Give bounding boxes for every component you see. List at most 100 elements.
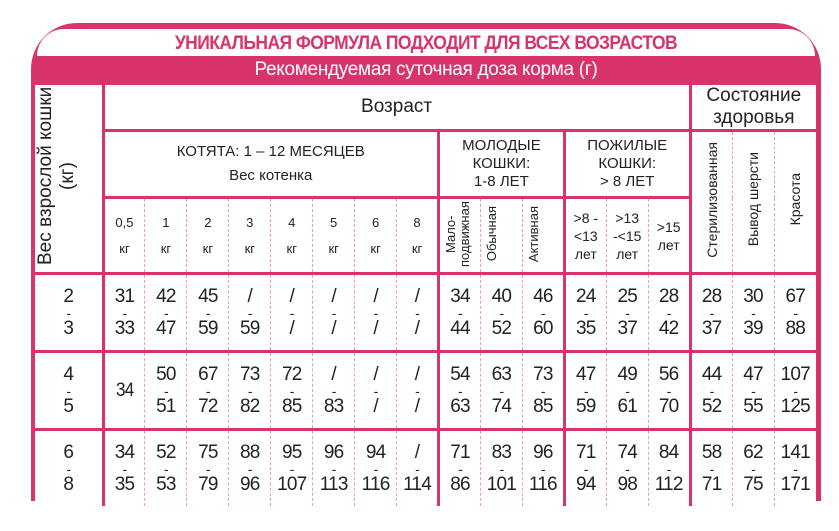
dose-min: / [414, 441, 420, 463]
dose-min: 47 [743, 363, 763, 385]
range-dash: - [751, 304, 756, 321]
dose-max: 85 [533, 395, 553, 417]
dose-cell: 72-85 [270, 351, 314, 431]
senior-header-line1: ПОЖИЛЫЕ [587, 137, 668, 154]
kittens-header-line2: Вес котенка [229, 167, 313, 184]
senior-header-line2: КОШКИ: [598, 155, 657, 172]
adult-weight-cell: 2-3 [35, 273, 104, 353]
range-dash: - [373, 304, 379, 321]
range-dash: - [289, 304, 295, 321]
dose-max: 116 [528, 473, 558, 495]
kitten-weight-value: 0,5 [115, 214, 134, 230]
range-dash: - [709, 460, 715, 477]
kitten-weight-value: 8 [413, 214, 421, 230]
range-dash: - [540, 304, 546, 321]
dose-cell: 45-59 [186, 273, 230, 353]
dose-min: 71 [450, 441, 470, 463]
dose-max: 74 [491, 395, 512, 417]
range-dash: - [205, 460, 211, 477]
dose-cell: 67-72 [186, 351, 230, 431]
range-dash: - [458, 382, 463, 399]
range-dash: - [247, 304, 253, 321]
dose-cell: / -83 [312, 351, 356, 431]
dose-min: 25 [617, 285, 637, 307]
table-subtitle: Рекомендуемая суточная доза корма (г) [254, 59, 598, 80]
dose-cell: 94-116 [354, 429, 398, 506]
dose-max: 101 [486, 473, 517, 495]
dose-min: / [373, 285, 378, 307]
dose-min: 28 [701, 285, 722, 307]
dose-max: 116 [361, 473, 391, 495]
dose-max: 59 [240, 317, 260, 339]
range-dash: - [122, 460, 128, 477]
dose-max: 39 [743, 317, 763, 339]
kitten-weight-col: 4 кг [270, 197, 314, 275]
health-header-label: Состояние здоровья [706, 85, 802, 128]
kitten-weight-unit: кг [160, 240, 172, 256]
senior-age-col: >15 лет [647, 197, 691, 275]
kitten-weight-unit: кг [328, 240, 339, 256]
dose-min: 84 [658, 441, 679, 463]
kitten-weight-value: 4 [288, 214, 296, 230]
dose-min: 72 [281, 363, 302, 385]
dose-cell: 71-86 [437, 429, 481, 506]
kitten-weight-value: 1 [162, 214, 170, 230]
young-activity-label: Активная [525, 205, 541, 263]
dose-min: 94 [365, 441, 386, 463]
dose-cell: 75-79 [186, 429, 230, 506]
dose-value: 34 [115, 379, 134, 401]
dose-cell: 25-37 [605, 273, 649, 353]
range-dash: - [499, 382, 504, 399]
dose-min: / [331, 363, 336, 385]
dose-max: 171 [780, 473, 811, 495]
dose-cell: / - / [354, 351, 398, 431]
kitten-weight-value: 5 [330, 214, 338, 230]
range-dash: - [163, 304, 169, 321]
dose-max: / [414, 317, 420, 339]
range-dash: - [540, 382, 546, 399]
weight-max: 8 [63, 473, 74, 495]
dose-cell: 49-61 [605, 351, 649, 431]
table-row: 2-3 31-33 42-47 45-59/-59/- / / - / / - / / -/34-44 4… [35, 273, 816, 353]
dose-cell: 96-116 [521, 429, 565, 506]
dose-cell: 34 [101, 351, 146, 431]
dose-max: 47 [156, 317, 176, 339]
dose-max: 75 [743, 473, 763, 495]
range-dash: - [289, 460, 295, 477]
range-dash: - [458, 460, 463, 477]
kitten-weight-unit: кг [244, 240, 255, 256]
kitten-weight-col: 3 кг [228, 197, 272, 275]
dose-cell: 95-107 [270, 429, 314, 506]
feeding-table: Вес взрослой кошки (кг) Возраст Состояни… [35, 85, 816, 506]
dose-max: 53 [156, 473, 176, 495]
range-dash: - [163, 382, 169, 399]
dose-cell: 63-74 [479, 351, 523, 431]
weight-max: 3 [63, 317, 74, 339]
dose-max: 72 [198, 395, 218, 417]
dose-min: / [289, 285, 294, 307]
dose-max: 113 [319, 473, 349, 495]
senior-header: ПОЖИЛЫЕ КОШКИ: > 8 ЛЕТ [562, 130, 691, 199]
dose-max: 37 [617, 317, 637, 339]
dose-max: / [373, 395, 378, 417]
young-activity-col: Активная [521, 197, 565, 275]
health-col-label: Вывод шерсти [745, 152, 762, 247]
dose-min: 83 [491, 441, 512, 463]
dose-cell: 71-94 [562, 429, 607, 506]
dose-max: 60 [533, 317, 553, 339]
dose-max: 33 [114, 317, 135, 339]
senior-age-line3: лет [616, 245, 639, 262]
kitten-weight-col: 5 кг [312, 197, 356, 275]
dose-cell: / - / [396, 351, 439, 431]
range-dash: - [583, 304, 589, 321]
dose-max: 79 [198, 473, 218, 495]
young-header-line2: КОШКИ: [472, 155, 531, 172]
kitten-weight-col: 6 кг [354, 197, 398, 275]
dose-cell: 34-35 [101, 429, 146, 506]
senior-header-line3: > 8 ЛЕТ [599, 173, 655, 190]
dose-min: 24 [576, 285, 596, 307]
dose-min: 141 [780, 441, 811, 463]
range-dash: - [66, 304, 71, 321]
dose-cell: 73-85 [521, 351, 565, 431]
dose-min: 75 [198, 441, 218, 463]
